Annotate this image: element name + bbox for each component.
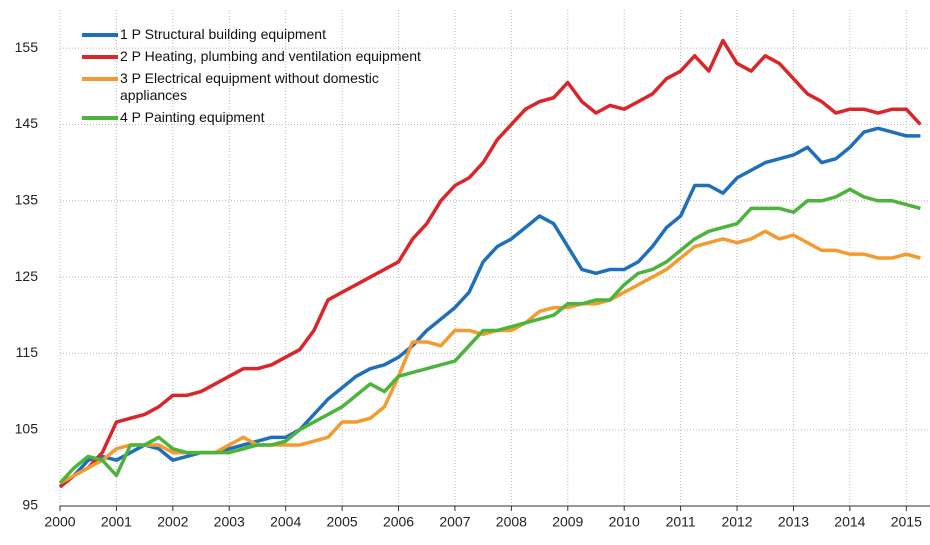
legend-label: 1 P Structural building equipment bbox=[120, 26, 326, 42]
x-tick-label: 2008 bbox=[496, 514, 527, 530]
x-tick-label: 2004 bbox=[270, 514, 301, 530]
x-tick-label: 2013 bbox=[778, 514, 809, 530]
x-tick-label: 2002 bbox=[157, 514, 188, 530]
y-tick-label: 145 bbox=[15, 115, 39, 131]
y-tick-label: 95 bbox=[22, 497, 38, 513]
legend-label: 3 P Electrical equipment without domesti… bbox=[120, 70, 379, 103]
legend-item: 1 P Structural building equipment bbox=[82, 26, 427, 43]
legend-swatch bbox=[82, 55, 118, 59]
legend: 1 P Structural building equipment 2 P Hea… bbox=[82, 26, 427, 131]
y-tick-label: 135 bbox=[15, 191, 39, 207]
legend-swatch bbox=[82, 77, 118, 81]
x-tick-label: 2007 bbox=[439, 514, 470, 530]
legend-item: 2 P Heating, plumbing and ventilation eq… bbox=[82, 48, 427, 65]
x-tick-label: 2012 bbox=[721, 514, 752, 530]
x-tick-label: 2011 bbox=[666, 514, 696, 530]
x-tick-label: 2014 bbox=[834, 514, 865, 530]
x-tick-label: 2003 bbox=[214, 514, 245, 530]
x-tick-label: 2009 bbox=[552, 514, 583, 530]
y-tick-label: 105 bbox=[15, 420, 39, 436]
series-line bbox=[59, 229, 921, 485]
x-tick-label: 2005 bbox=[327, 514, 358, 530]
legend-label: 2 P Heating, plumbing and ventilation eq… bbox=[120, 48, 421, 64]
x-tick-label: 2006 bbox=[383, 514, 414, 530]
y-tick-label: 115 bbox=[16, 344, 39, 360]
x-tick-label: 2010 bbox=[609, 514, 640, 530]
series-line bbox=[58, 126, 921, 489]
series-line bbox=[58, 187, 921, 485]
series-line bbox=[58, 38, 922, 489]
legend-swatch bbox=[82, 116, 118, 120]
legend-item: 3 P Electrical equipment without domesti… bbox=[82, 70, 427, 104]
x-tick-label: 2015 bbox=[891, 514, 922, 530]
y-tick-label: 125 bbox=[15, 268, 39, 284]
y-tick-label: 155 bbox=[15, 39, 39, 55]
x-tick-label: 2000 bbox=[44, 514, 75, 530]
x-tick-label: 2001 bbox=[101, 514, 132, 530]
legend-item: 4 P Painting equipment bbox=[82, 109, 427, 126]
legend-label: 4 P Painting equipment bbox=[120, 109, 265, 125]
legend-swatch bbox=[82, 33, 118, 37]
